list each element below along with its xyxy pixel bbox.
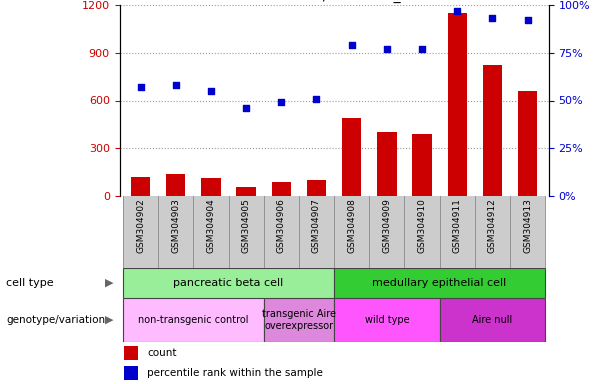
Bar (447, 13, 467, 196)
Point (276, 99, 286, 106)
Bar (123, 298, 264, 342)
Text: Aire null: Aire null (472, 315, 512, 325)
Bar (413, 134, 432, 196)
Text: genotype/variation: genotype/variation (6, 315, 105, 325)
Point (417, 46, 427, 52)
Text: transgenic Aire
overexpressor: transgenic Aire overexpressor (262, 309, 336, 331)
Text: GSM304903: GSM304903 (171, 198, 180, 253)
Text: wild type: wild type (365, 315, 409, 325)
Point (347, 42, 357, 48)
Point (135, 84, 145, 90)
Bar (475, 196, 510, 268)
Point (311, 96, 321, 102)
Bar (482, 66, 502, 196)
Text: count: count (148, 348, 177, 358)
Bar (123, 196, 158, 268)
Bar (131, 177, 150, 196)
Bar (272, 182, 291, 196)
Point (452, 8, 462, 14)
Text: GSM304912: GSM304912 (488, 198, 497, 253)
Text: percentile rank within the sample: percentile rank within the sample (148, 368, 323, 378)
Text: cell type: cell type (6, 278, 54, 288)
Bar (510, 196, 545, 268)
Text: pancreatic beta cell: pancreatic beta cell (173, 278, 284, 288)
Text: medullary epithelial cell: medullary epithelial cell (373, 278, 507, 288)
Bar (124, 366, 139, 380)
Point (487, 15, 497, 22)
Bar (264, 298, 334, 342)
Text: GSM304902: GSM304902 (136, 198, 145, 253)
Text: GSM304913: GSM304913 (523, 198, 532, 253)
Bar (334, 196, 369, 268)
Bar (518, 91, 537, 196)
Title: GDS3491 / 1429956_at: GDS3491 / 1429956_at (253, 0, 415, 3)
Bar (193, 196, 229, 268)
Text: GSM304911: GSM304911 (452, 198, 462, 253)
Text: GSM304907: GSM304907 (312, 198, 321, 253)
Point (242, 105, 251, 111)
Bar (264, 196, 299, 268)
Text: GSM304910: GSM304910 (417, 198, 427, 253)
Bar (440, 298, 545, 342)
Text: GSM304904: GSM304904 (207, 198, 216, 253)
Bar (405, 196, 440, 268)
Point (382, 46, 392, 52)
Bar (123, 268, 334, 298)
Bar (334, 298, 440, 342)
Text: ▶: ▶ (105, 315, 113, 325)
Bar (334, 268, 545, 298)
Bar (166, 174, 186, 196)
Text: GSM304909: GSM304909 (383, 198, 391, 253)
Point (206, 88, 216, 94)
Bar (158, 196, 193, 268)
Bar (440, 196, 475, 268)
Bar (307, 180, 326, 196)
Bar (237, 187, 256, 196)
Bar (369, 196, 405, 268)
Text: GSM304908: GSM304908 (347, 198, 356, 253)
Bar (377, 132, 397, 196)
Text: GSM304905: GSM304905 (242, 198, 251, 253)
Point (523, 17, 533, 23)
Bar (201, 179, 221, 196)
Bar (124, 346, 139, 360)
Text: non-transgenic control: non-transgenic control (138, 315, 249, 325)
Bar (342, 118, 361, 196)
Text: GSM304906: GSM304906 (277, 198, 286, 253)
Text: ▶: ▶ (105, 278, 113, 288)
Point (171, 82, 181, 88)
Bar (299, 196, 334, 268)
Bar (229, 196, 264, 268)
